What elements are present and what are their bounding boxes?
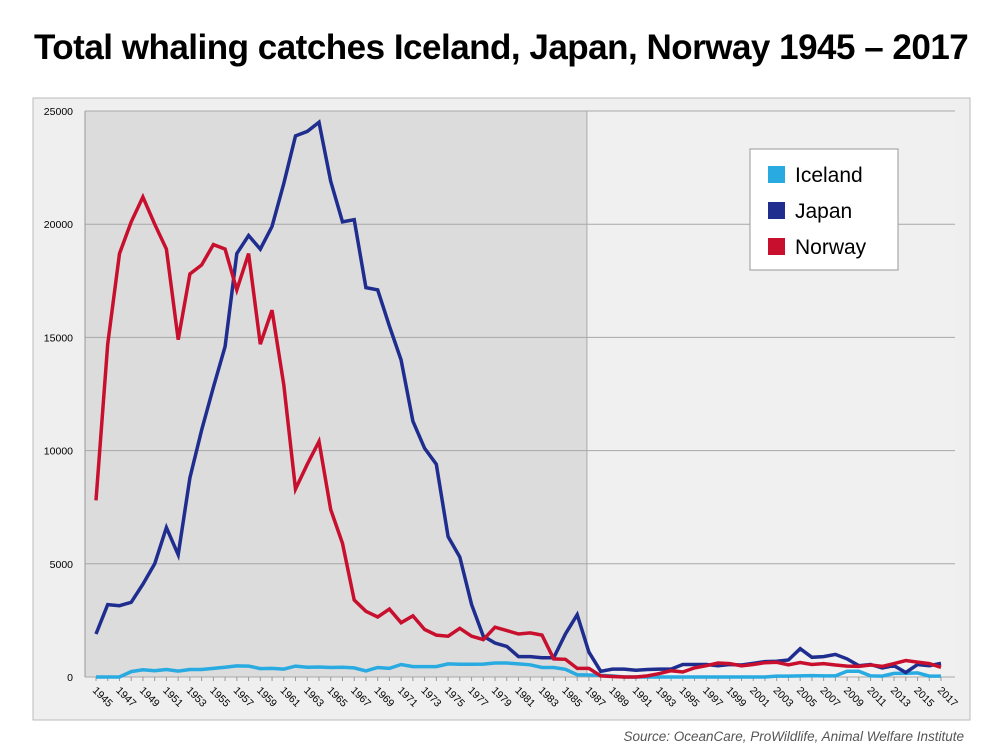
source-note: Source: OceanCare, ProWildlife, Animal W…: [623, 729, 964, 744]
legend-swatch-norway: [768, 238, 785, 255]
series-line-norway: [94, 192, 942, 679]
legend-label-norway: Norway: [795, 236, 867, 259]
y-tick-label: 10000: [44, 446, 73, 458]
y-tick-label: 0: [67, 672, 73, 684]
y-tick-label: 25000: [44, 106, 73, 118]
legend-label-japan: Japan: [795, 200, 852, 223]
legend-swatch-iceland: [768, 166, 785, 183]
y-tick-label: 5000: [50, 559, 74, 571]
y-tick-label: 20000: [44, 219, 73, 231]
series-line-japan: [94, 119, 942, 675]
chart-title: Total whaling catches Iceland, Japan, No…: [34, 28, 969, 67]
series-line-iceland: [96, 661, 941, 679]
legend-label-iceland: Iceland: [795, 164, 863, 187]
legend-swatch-japan: [768, 202, 785, 219]
legend: Iceland Japan Norway: [749, 148, 899, 271]
y-tick-label: 15000: [44, 332, 73, 344]
